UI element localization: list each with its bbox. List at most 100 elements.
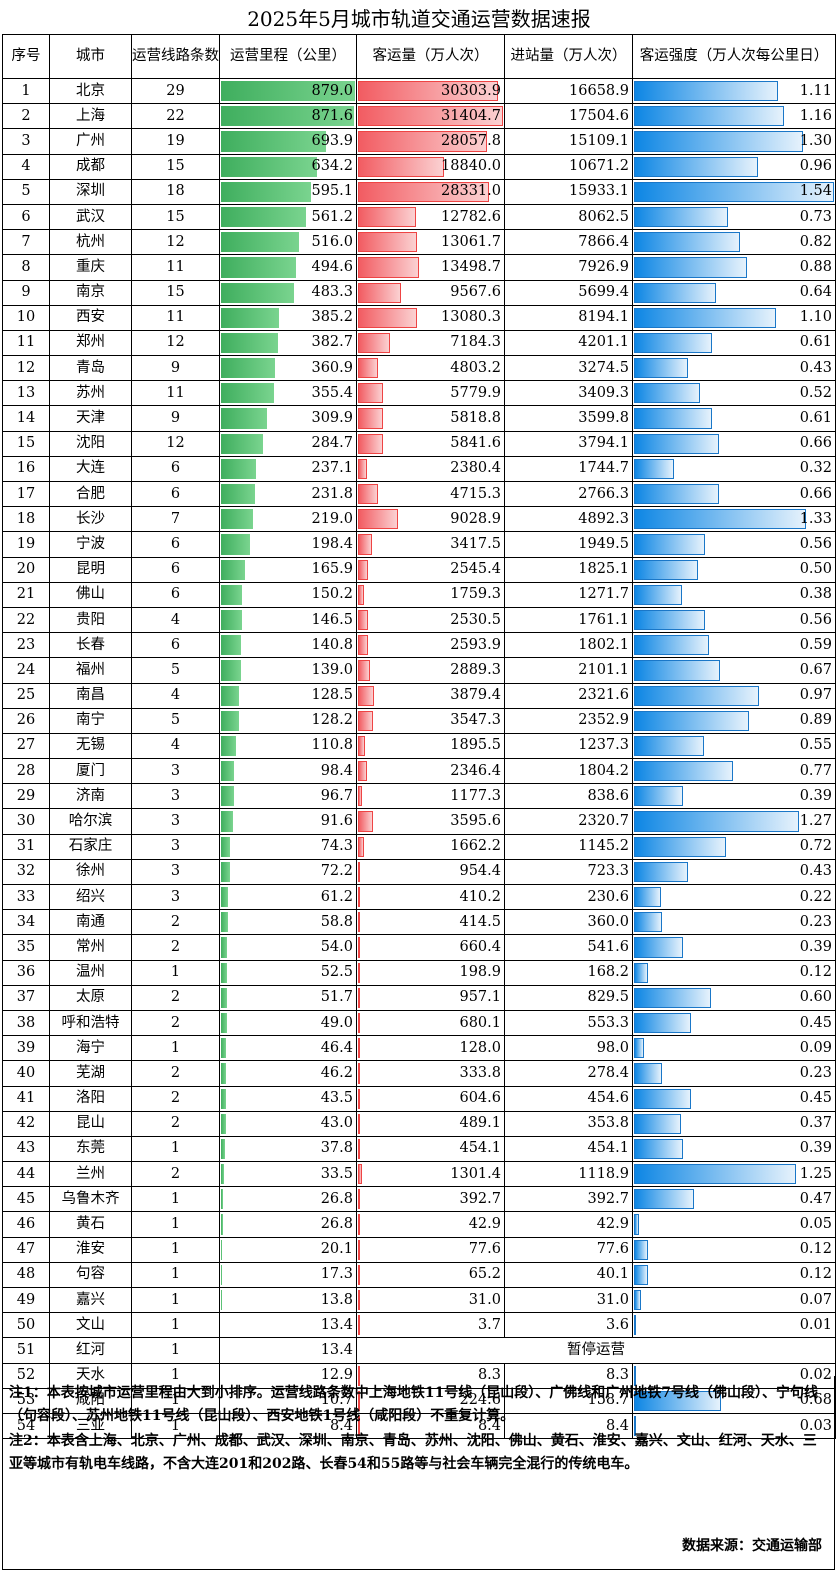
row-intensity-bar [634, 282, 716, 303]
row-intensity: 0.47 [632, 1186, 836, 1213]
row-ridership-bar [358, 685, 375, 706]
row-intensity-value: 0.50 [799, 561, 832, 578]
row-lines: 6 [131, 480, 220, 508]
row-intensity: 0.56 [632, 606, 836, 634]
row-lines: 5 [131, 707, 220, 734]
row-entries: 158.7 [504, 1387, 633, 1414]
row-index: 50 [2, 1312, 50, 1339]
header-lines: 运营线路条数 [131, 34, 220, 79]
row-city: 红河 [49, 1337, 132, 1364]
header-idx: 序号 [2, 34, 50, 79]
row-ridership-value: 1759.3 [450, 586, 501, 603]
row-index: 8 [2, 254, 50, 281]
row-index: 21 [2, 581, 50, 608]
row-intensity-value: 0.07 [799, 1291, 832, 1308]
row-intensity-bar [634, 584, 682, 605]
row-mileage: 49.0 [219, 1009, 357, 1037]
row-index: 48 [2, 1261, 50, 1289]
row-ridership-value: 1895.5 [450, 737, 501, 754]
table-row: 37 太原 2 51.7 957.1 829.5 0.60 [2, 984, 836, 1011]
row-ridership: 3417.5 [356, 531, 505, 558]
row-intensity-bar [634, 811, 799, 832]
row-ridership-bar [358, 307, 418, 328]
row-mileage-value: 494.6 [311, 258, 353, 275]
row-intensity-bar [634, 710, 749, 731]
table-row: 41 洛阳 2 43.5 604.6 454.6 0.45 [2, 1085, 836, 1112]
row-ridership: 5841.6 [356, 430, 505, 457]
row-city: 苏州 [49, 380, 132, 407]
row-intensity: 1.10 [632, 304, 836, 331]
row-mileage-value: 139.0 [311, 661, 353, 678]
table-row: 32 徐州 3 72.2 954.4 723.3 0.43 [2, 858, 836, 886]
row-intensity-bar [634, 1164, 796, 1185]
row-mileage-bar [221, 1038, 227, 1059]
row-lines: 3 [131, 883, 220, 911]
row-ridership-bar [358, 1365, 360, 1386]
row-ridership-value: 1301.4 [450, 1165, 501, 1182]
row-entries: 1825.1 [504, 556, 633, 583]
row-lines: 11 [131, 254, 220, 281]
row-mileage-value: 13.4 [320, 1316, 353, 1333]
row-entries: 8.4 [504, 1412, 633, 1440]
row-ridership: 5818.8 [356, 405, 505, 432]
row-ridership-bar [358, 836, 364, 857]
row-intensity: 0.37 [632, 1110, 836, 1137]
row-lines: 2 [131, 1085, 220, 1112]
row-ridership-bar [358, 1063, 360, 1084]
row-index: 15 [2, 430, 50, 457]
row-ridership: 31.0 [356, 1286, 505, 1314]
row-city: 长春 [49, 632, 132, 659]
header-city: 城市 [49, 34, 132, 79]
row-intensity-bar [634, 81, 778, 102]
row-mileage-value: 26.8 [320, 1190, 353, 1207]
row-intensity-value: 0.61 [799, 410, 832, 427]
row-intensity: 1.16 [632, 103, 836, 130]
row-intensity: 0.23 [632, 1060, 836, 1087]
row-lines: 3 [131, 833, 220, 860]
row-intensity: 0.77 [632, 758, 836, 785]
row-intensity-bar [634, 937, 684, 958]
row-ridership: 9028.9 [356, 506, 505, 533]
table-row: 14 天津 9 309.9 5818.8 3599.8 0.61 [2, 405, 836, 432]
row-ridership-bar [358, 1290, 360, 1311]
row-ridership-value: 4715.3 [450, 485, 501, 502]
row-ridership-bar [358, 660, 370, 681]
row-mileage-bar [221, 408, 267, 429]
row-intensity-value: 1.25 [799, 1165, 832, 1182]
row-ridership-value: 3595.6 [450, 813, 501, 830]
row-city: 嘉兴 [49, 1286, 132, 1314]
row-entries: 1804.2 [504, 758, 633, 785]
row-index: 16 [2, 455, 50, 483]
row-entries: 278.4 [504, 1060, 633, 1087]
row-entries: 15933.1 [504, 178, 633, 205]
row-intensity-bar [634, 131, 803, 152]
row-mileage-value: 355.4 [311, 384, 353, 401]
row-city: 无锡 [49, 732, 132, 760]
row-lines: 1 [131, 1412, 220, 1440]
row-mileage: 46.4 [219, 1035, 357, 1062]
row-intensity-bar [634, 1365, 636, 1386]
row-index: 40 [2, 1060, 50, 1087]
row-entries: 1761.1 [504, 606, 633, 634]
row-ridership-value: 660.4 [459, 938, 501, 955]
row-ridership-value: 604.6 [459, 1090, 501, 1107]
row-lines: 3 [131, 758, 220, 785]
row-mileage-bar [221, 106, 354, 127]
row-intensity-bar [634, 685, 760, 706]
row-ridership: 957.1 [356, 984, 505, 1011]
row-mileage: 231.8 [219, 480, 357, 508]
row-mileage-value: 91.6 [320, 813, 353, 830]
table-row: 54 三亚 1 8.4 8.4 8.4 0.03 [2, 1412, 836, 1440]
row-mileage-bar [221, 257, 296, 278]
row-mileage: 150.2 [219, 581, 357, 608]
row-mileage-bar [221, 458, 256, 479]
table-row: 51 红河 1 13.4 暂停运营 [2, 1337, 836, 1364]
row-ridership: 414.5 [356, 909, 505, 936]
row-ridership: 954.4 [356, 858, 505, 886]
row-index: 6 [2, 203, 50, 231]
row-mileage: 37.8 [219, 1135, 357, 1163]
row-city: 上海 [49, 103, 132, 130]
row-index: 49 [2, 1286, 50, 1314]
row-ridership: 5779.9 [356, 380, 505, 407]
row-index: 28 [2, 758, 50, 785]
